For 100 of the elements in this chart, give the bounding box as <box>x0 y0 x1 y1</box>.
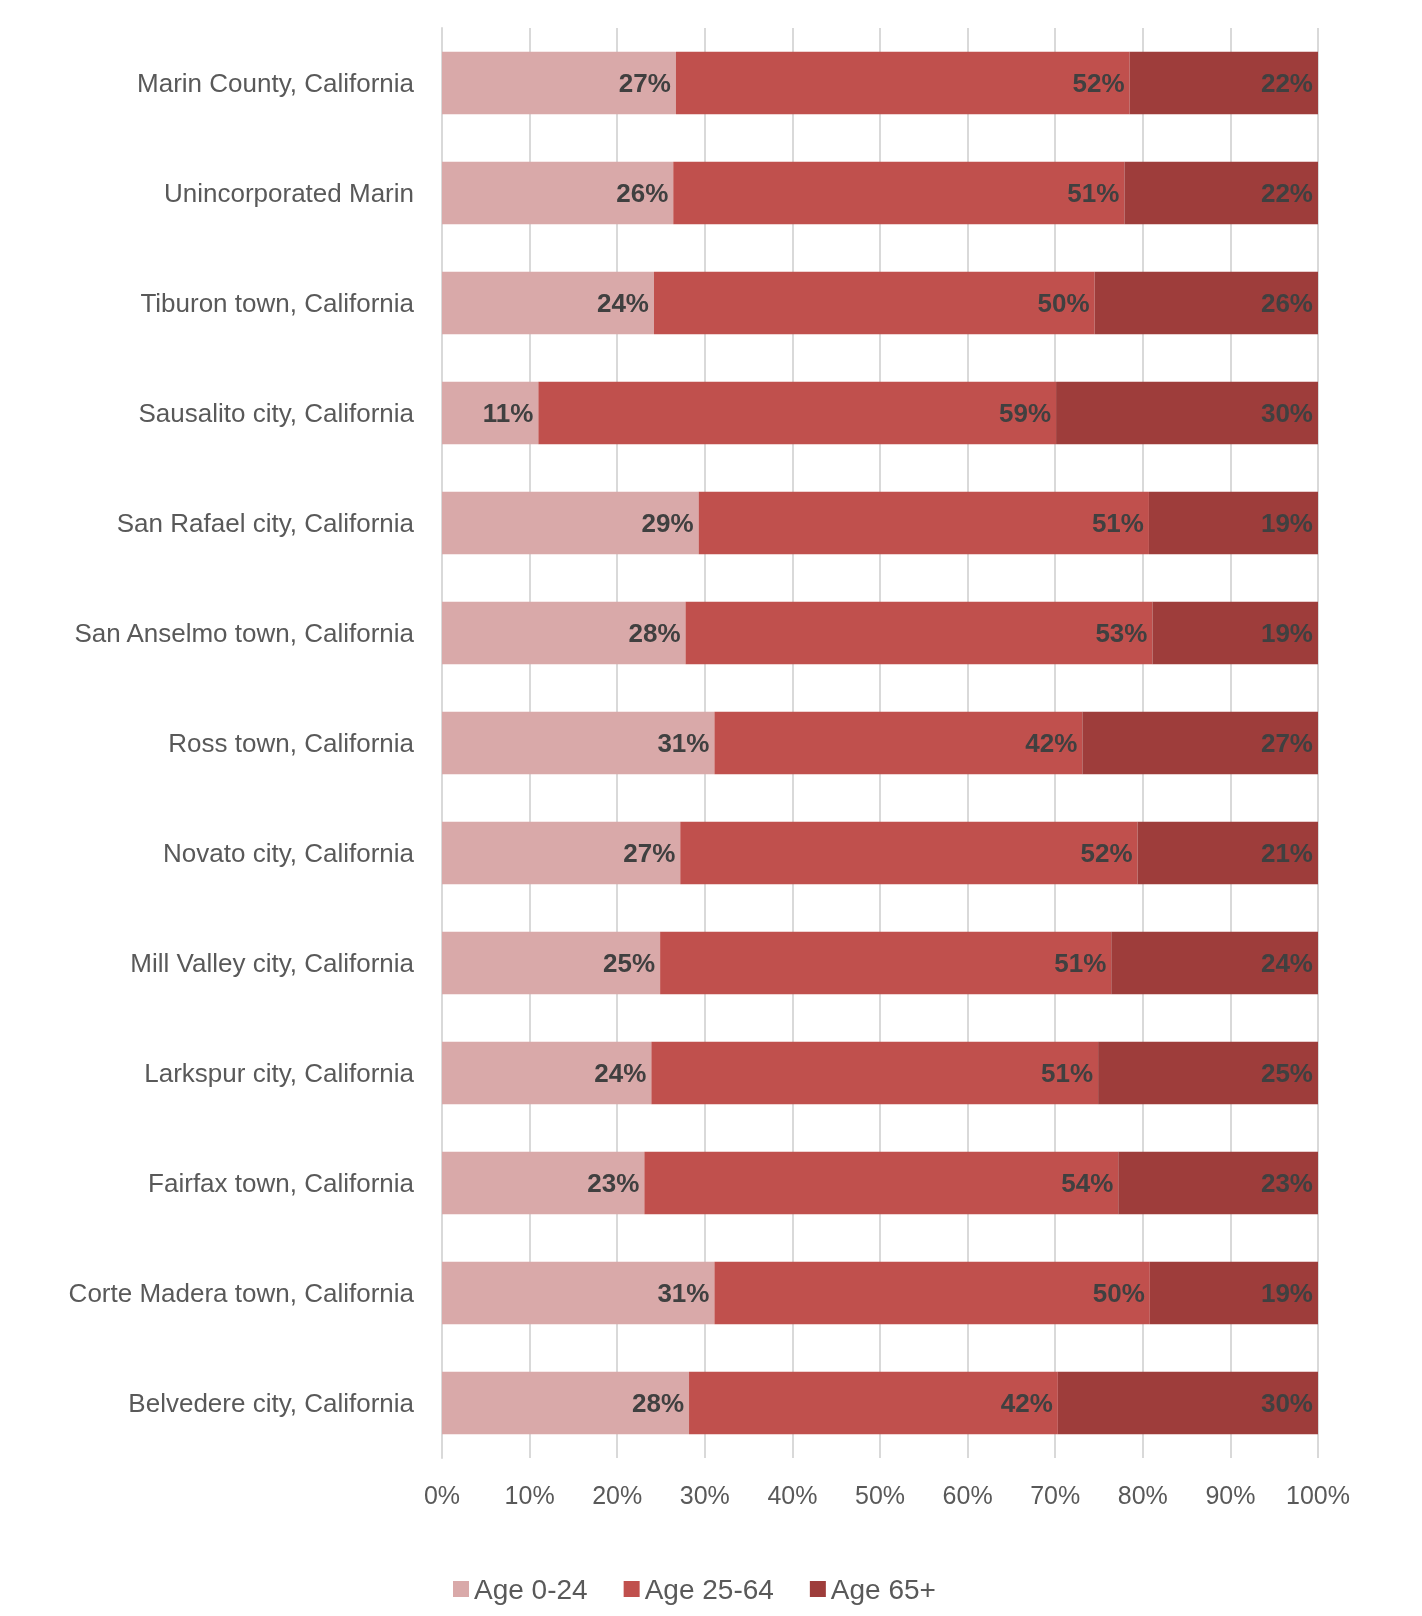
bar <box>442 1151 645 1215</box>
data-label: 23% <box>587 1168 640 1198</box>
data-label: 53% <box>1095 618 1148 648</box>
y-tick-label: San Anselmo town, California <box>74 618 415 648</box>
x-tick-label: 100% <box>1286 1480 1350 1509</box>
legend-label: Age 65+ <box>830 1573 936 1605</box>
bar <box>1118 1151 1318 1215</box>
data-label: 51% <box>1041 1058 1094 1088</box>
x-tick-label: 10% <box>504 1480 555 1509</box>
bar <box>442 491 699 555</box>
bar <box>442 1041 652 1105</box>
bar <box>685 601 1153 665</box>
data-label: 24% <box>594 1058 647 1088</box>
data-label: 25% <box>603 948 656 978</box>
x-tick-label: 40% <box>767 1480 818 1509</box>
bar <box>698 491 1149 555</box>
y-tick-label: San Rafael city, California <box>116 508 415 538</box>
data-label: 11% <box>482 398 534 428</box>
y-tick-label: Mill Valley city, California <box>130 948 415 978</box>
data-label: 24% <box>1260 948 1313 978</box>
bar <box>660 931 1112 995</box>
y-tick-label: Marin County, California <box>137 68 415 98</box>
x-tick-label: 70% <box>1030 1480 1081 1509</box>
bar <box>1057 1371 1318 1435</box>
bar <box>1056 381 1318 445</box>
bar <box>1098 1041 1318 1105</box>
x-tick-label: 60% <box>942 1480 993 1509</box>
x-tick-label: 90% <box>1205 1480 1256 1509</box>
data-label: 28% <box>628 618 681 648</box>
bar <box>1094 271 1318 335</box>
legend-label: Age 0-24 <box>474 1573 588 1605</box>
bar <box>673 161 1125 225</box>
bar <box>1137 821 1318 885</box>
data-label: 42% <box>1025 728 1078 758</box>
x-tick-label: 80% <box>1117 1480 1168 1509</box>
legend-label: Age 25-64 <box>644 1573 774 1605</box>
data-label: 50% <box>1092 1278 1145 1308</box>
bar <box>1152 601 1318 665</box>
bar <box>1124 161 1318 225</box>
data-label: 22% <box>1260 68 1313 98</box>
y-tick-label: Unincorporated Marin <box>163 178 414 208</box>
data-label: 42% <box>1000 1388 1053 1418</box>
bar <box>442 1261 715 1325</box>
y-tick-label: Ross town, California <box>168 728 415 758</box>
y-tick-label: Sausalito city, California <box>138 398 415 428</box>
bar <box>714 711 1083 775</box>
data-label: 51% <box>1054 948 1107 978</box>
bar <box>651 1041 1099 1105</box>
data-label: 52% <box>1072 68 1125 98</box>
y-tick-label: Belvedere city, California <box>128 1388 415 1418</box>
bar <box>442 51 676 115</box>
data-label: 31% <box>657 728 710 758</box>
bar <box>653 271 1095 335</box>
data-label: 51% <box>1091 508 1144 538</box>
bar <box>644 1151 1119 1215</box>
data-label: 54% <box>1061 1168 1114 1198</box>
bar <box>680 821 1138 885</box>
y-tick-label: Novato city, California <box>163 838 415 868</box>
data-label: 19% <box>1260 508 1313 538</box>
bar <box>1111 931 1318 995</box>
bar <box>442 821 681 885</box>
bar <box>442 931 661 995</box>
data-label: 27% <box>1260 728 1313 758</box>
data-label: 30% <box>1260 1388 1313 1418</box>
bar <box>442 381 539 445</box>
x-tick-label: 20% <box>592 1480 643 1509</box>
bar <box>442 711 715 775</box>
data-label: 26% <box>616 178 669 208</box>
bar <box>442 1371 690 1435</box>
bar <box>538 381 1057 445</box>
data-label: 21% <box>1260 838 1313 868</box>
data-label: 25% <box>1260 1058 1313 1088</box>
data-label: 27% <box>618 68 671 98</box>
data-label: 59% <box>999 398 1052 428</box>
bar <box>442 161 674 225</box>
y-tick-label: Larkspur city, California <box>144 1058 415 1088</box>
y-tick-label: Tiburon town, California <box>140 288 415 318</box>
data-label: 19% <box>1260 618 1313 648</box>
data-label: 29% <box>641 508 694 538</box>
data-label: 27% <box>623 838 676 868</box>
data-label: 52% <box>1080 838 1133 868</box>
y-tick-label: Corte Madera town, California <box>68 1278 415 1308</box>
x-tick-label: 30% <box>679 1480 730 1509</box>
data-label: 30% <box>1260 398 1313 428</box>
data-label: 51% <box>1067 178 1120 208</box>
bar <box>1149 1261 1318 1325</box>
bar <box>714 1261 1150 1325</box>
bar <box>689 1371 1058 1435</box>
data-label: 50% <box>1037 288 1090 318</box>
bar <box>442 271 654 335</box>
bar <box>675 51 1130 115</box>
data-label: 31% <box>657 1278 710 1308</box>
x-tick-label: 0% <box>423 1480 461 1509</box>
data-label: 28% <box>631 1388 685 1418</box>
bar <box>1129 51 1318 115</box>
data-label: 22% <box>1260 178 1313 208</box>
data-label: 26% <box>1260 288 1313 318</box>
data-label: 19% <box>1260 1278 1313 1308</box>
bar <box>442 601 686 665</box>
bar <box>1082 711 1318 775</box>
